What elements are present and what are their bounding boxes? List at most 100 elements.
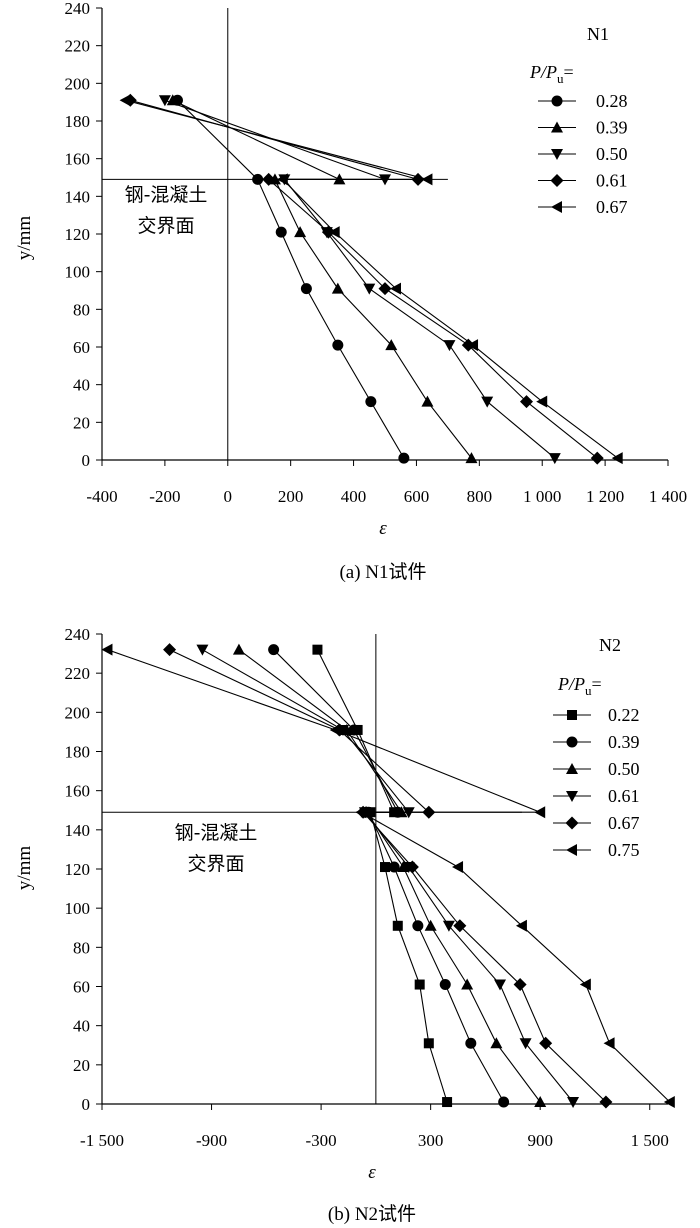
interface-label-line1: 钢-混凝土 <box>125 184 208 206</box>
x-tick-label: 900 <box>527 1131 553 1150</box>
series-line <box>107 649 671 1103</box>
data-point <box>275 226 287 238</box>
series-0.67 <box>119 94 623 465</box>
y-axis-label: y/mm <box>14 216 35 261</box>
x-axis-label: ε <box>368 1162 376 1183</box>
legend-item: 0.75 <box>553 840 640 860</box>
data-point <box>365 396 377 408</box>
legend-title: N2 <box>599 635 621 655</box>
y-tick-label: 220 <box>65 664 91 683</box>
y-tick-label: 160 <box>65 150 91 169</box>
series-0.50 <box>158 95 561 465</box>
y-tick-label: 200 <box>65 703 91 722</box>
data-point <box>163 643 177 657</box>
data-point <box>276 173 288 186</box>
series-0.28 <box>171 94 410 464</box>
series-0.39 <box>166 94 478 464</box>
data-point <box>294 226 307 238</box>
data-point <box>332 339 344 351</box>
legend-marker <box>551 95 563 107</box>
data-point <box>465 1037 477 1049</box>
data-point <box>119 94 131 107</box>
legend-item: 0.22 <box>553 705 640 725</box>
data-point <box>412 920 424 932</box>
x-tick-label: 0 <box>224 487 233 506</box>
legend-title: N1 <box>587 24 609 44</box>
data-point <box>599 1095 613 1109</box>
y-tick-label: 160 <box>65 782 91 801</box>
y-tick-label: 80 <box>73 938 90 957</box>
data-point <box>329 723 341 736</box>
data-point <box>405 860 419 874</box>
legend-item: 0.67 <box>553 813 640 833</box>
legend-label: 0.22 <box>608 705 640 725</box>
y-axis-label: y/mm <box>14 846 35 891</box>
data-point <box>453 919 467 933</box>
data-point <box>421 173 433 186</box>
series-0.22 <box>312 644 453 1108</box>
data-point <box>378 282 392 296</box>
data-point <box>603 1037 615 1050</box>
chart-caption: (b) N2试件 <box>328 1203 416 1225</box>
chart-n1: 0 20 40 60 80 100 120 140 160 180 200 220 240 -400 -20… <box>14 0 687 583</box>
y-tick-label: 220 <box>65 37 91 56</box>
data-point <box>421 395 434 407</box>
y-tick-label: 140 <box>65 187 91 206</box>
legend-label: 0.39 <box>608 732 640 752</box>
data-point <box>101 643 113 656</box>
data-point <box>442 920 455 932</box>
legend-marker <box>551 201 562 213</box>
data-point <box>158 95 171 107</box>
legend-subtitle-sub: u <box>557 71 564 86</box>
y-tick-label: 40 <box>73 1017 90 1036</box>
series-0.67 <box>163 643 613 1109</box>
data-point <box>196 644 209 656</box>
data-point <box>534 1096 547 1108</box>
data-point <box>481 396 494 408</box>
data-point <box>498 1096 510 1108</box>
x-axis-label: ε <box>379 518 387 539</box>
legend-item: 0.61 <box>538 171 628 191</box>
series-line <box>169 649 607 1103</box>
legend-item: 0.39 <box>553 732 640 752</box>
data-point <box>465 452 478 464</box>
y-tick-label: 20 <box>73 1056 90 1075</box>
legend-subtitle-tail: = <box>564 62 574 82</box>
y-tick-label: 100 <box>65 899 91 918</box>
legend-item: 0.50 <box>553 759 640 779</box>
data-point <box>494 979 507 991</box>
data-point <box>424 919 437 931</box>
x-tick-label: 800 <box>467 487 493 506</box>
y-tick-label: 0 <box>82 1095 91 1114</box>
series-line <box>238 649 541 1103</box>
data-point <box>423 1038 434 1049</box>
data-point <box>397 861 410 873</box>
y-tick-label: 80 <box>73 300 90 319</box>
data-point <box>414 979 425 990</box>
series-line <box>125 99 619 459</box>
data-point <box>268 644 280 656</box>
series-line <box>202 649 574 1103</box>
y-tick-label: 20 <box>73 413 90 432</box>
y-tick-label: 240 <box>65 0 91 18</box>
legend-label: 0.50 <box>608 759 640 779</box>
data-point <box>392 920 403 931</box>
legend: N1 P/Pu= 0.28 0.39 0.50 0.61 0.67 <box>529 24 628 217</box>
y-tick-label: 100 <box>65 263 91 282</box>
x-tick-label: 1 000 <box>523 487 561 506</box>
data-point <box>300 283 312 295</box>
legend-marker <box>566 844 577 856</box>
data-point <box>548 453 561 465</box>
legend-label: 0.67 <box>608 813 640 833</box>
legend-label: 0.28 <box>596 91 628 111</box>
data-point <box>567 1097 580 1109</box>
data-point <box>467 339 479 352</box>
x-tick-label: 300 <box>418 1131 444 1150</box>
series-0.61 <box>196 644 580 1109</box>
data-point <box>252 173 264 185</box>
y-tick-label: 140 <box>65 821 91 840</box>
x-tick-label: 1 200 <box>586 487 624 506</box>
legend-label: 0.61 <box>608 786 640 806</box>
data-point <box>519 1038 532 1050</box>
